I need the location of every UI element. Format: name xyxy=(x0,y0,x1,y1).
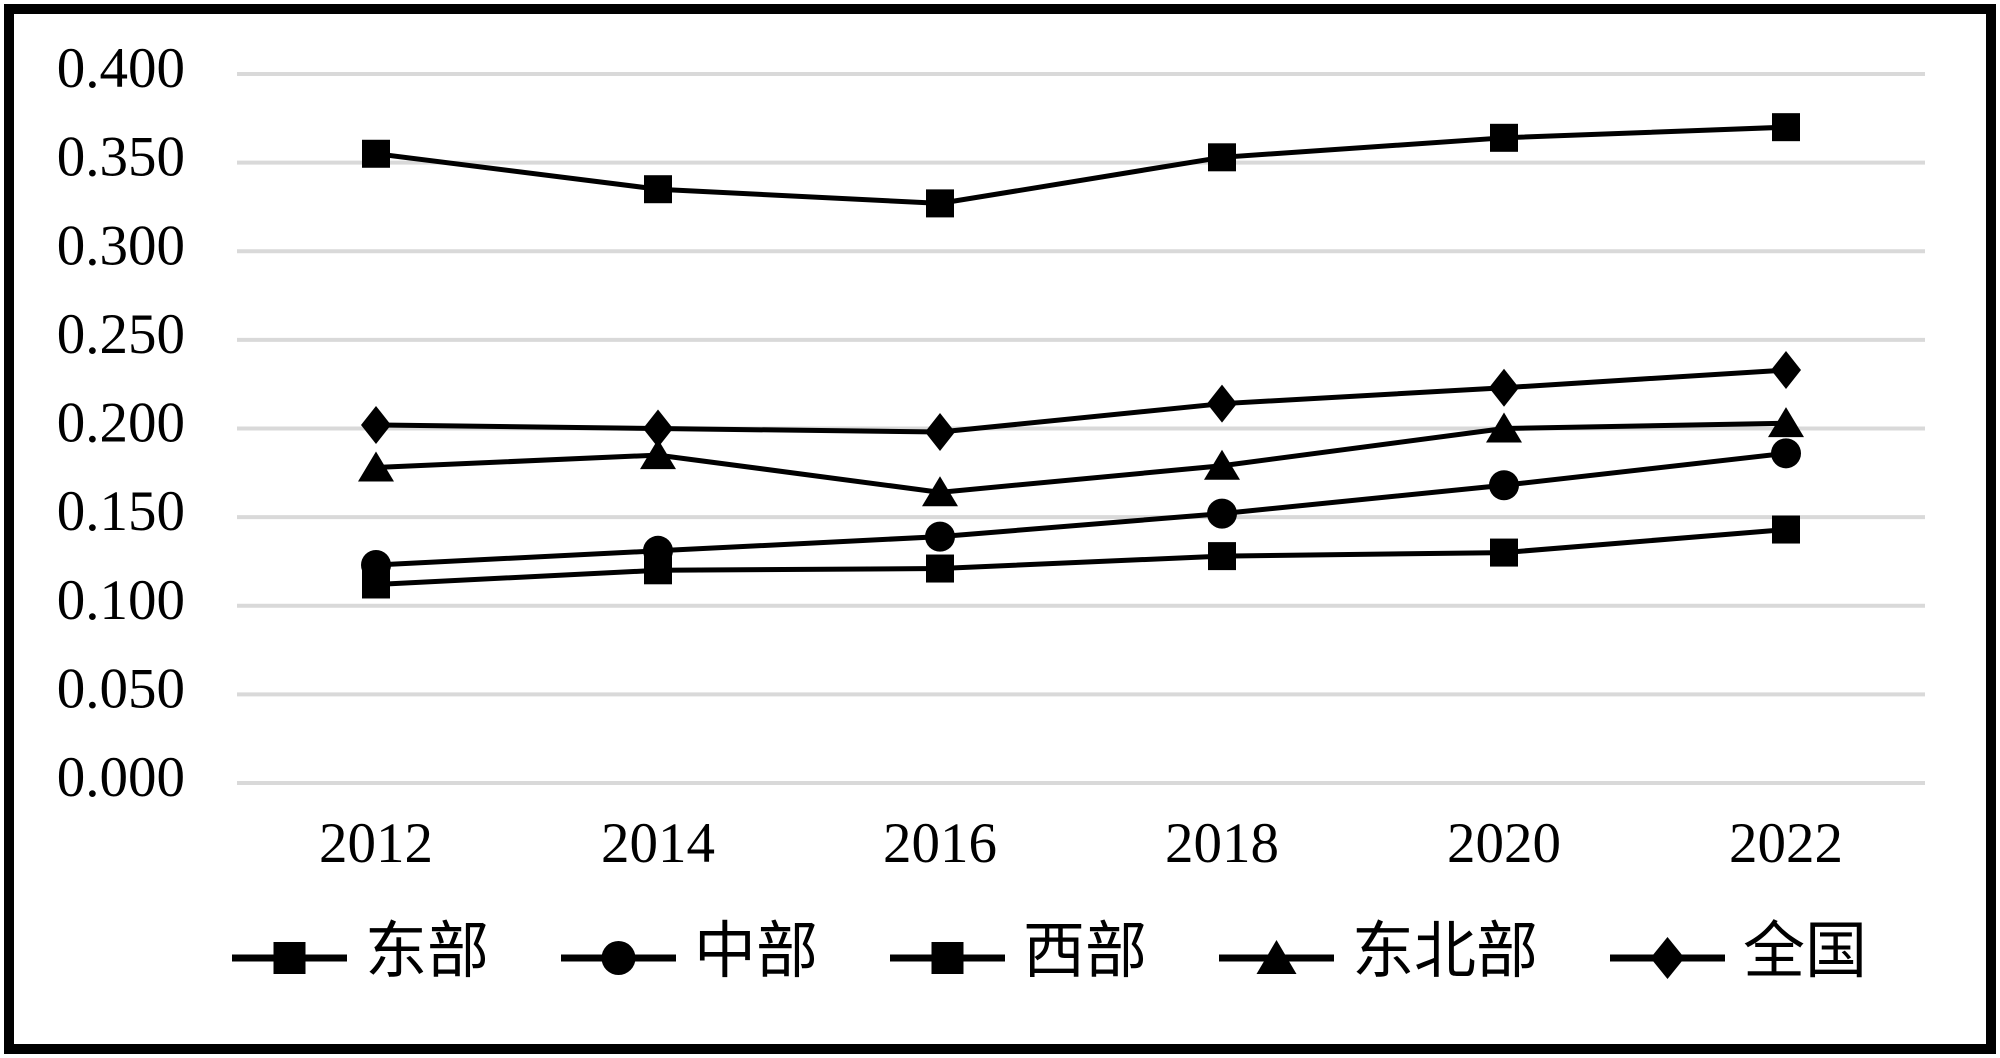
legend-item: 中部 xyxy=(561,918,818,986)
y-axis-tick-label: 0.150 xyxy=(57,480,185,543)
data-point-marker xyxy=(362,139,390,168)
series-line xyxy=(375,124,1787,206)
y-axis-tick-label: 0.250 xyxy=(57,303,185,366)
x-axis-tick-label: 2012 xyxy=(319,812,433,875)
series-line xyxy=(375,450,1787,568)
legend-label: 东北部 xyxy=(1352,918,1538,986)
legend-item: 全国 xyxy=(1610,918,1867,986)
series-0 xyxy=(362,113,1800,218)
legend-square-icon xyxy=(273,942,306,974)
data-point-marker xyxy=(1208,143,1236,172)
y-axis-tick-label: 0.100 xyxy=(57,569,185,632)
x-axis-tick-label: 2018 xyxy=(1165,812,1279,875)
y-axis-tick-label: 0.050 xyxy=(57,657,185,720)
x-axis-tick-label: 2014 xyxy=(601,812,715,875)
legend-item: 东北部 xyxy=(1219,918,1538,986)
data-point-marker xyxy=(1489,368,1519,407)
legend-square-icon xyxy=(931,942,964,974)
legend-label: 东部 xyxy=(365,918,489,986)
data-point-marker xyxy=(643,409,673,448)
data-point-marker xyxy=(922,476,958,507)
data-point-marker xyxy=(361,405,391,444)
series-2 xyxy=(362,515,1800,599)
data-point-marker xyxy=(1772,113,1800,142)
x-axis-tick-label: 2020 xyxy=(1447,812,1561,875)
data-point-marker xyxy=(926,189,954,218)
series-3 xyxy=(358,407,1804,507)
data-point-marker xyxy=(1772,515,1800,544)
data-point-marker xyxy=(1204,449,1240,480)
data-point-marker xyxy=(362,570,390,599)
data-point-marker xyxy=(1768,407,1804,438)
legend-label: 中部 xyxy=(694,918,818,986)
legend-circle-icon xyxy=(601,941,636,975)
data-point-marker xyxy=(1771,438,1801,469)
data-point-marker xyxy=(1486,412,1522,443)
legend-label: 西部 xyxy=(1023,918,1147,986)
x-axis-tick-label: 2022 xyxy=(1729,812,1843,875)
data-point-marker xyxy=(644,175,672,204)
data-point-marker xyxy=(925,521,955,552)
data-point-marker xyxy=(1490,123,1518,152)
data-point-marker xyxy=(1208,542,1236,571)
series-line xyxy=(375,420,1787,495)
data-point-marker xyxy=(1207,498,1237,529)
y-axis-tick-label: 0.000 xyxy=(57,746,185,809)
series-line xyxy=(375,367,1787,435)
y-axis-tick-label: 0.200 xyxy=(57,392,185,455)
series-4 xyxy=(361,351,1801,452)
data-point-marker xyxy=(1207,384,1237,423)
x-axis-tick-label: 2016 xyxy=(883,812,997,875)
legend-label: 全国 xyxy=(1743,918,1867,986)
legend-diamond-icon xyxy=(1650,937,1685,979)
chart-border xyxy=(4,4,1996,1054)
data-point-marker xyxy=(926,554,954,583)
y-axis-tick-label: 0.350 xyxy=(57,126,185,189)
data-point-marker xyxy=(925,413,955,452)
data-point-marker xyxy=(1489,470,1519,501)
y-axis-tick-label: 0.300 xyxy=(57,214,185,277)
series-line xyxy=(375,527,1787,587)
data-point-marker xyxy=(1490,538,1518,567)
legend-item: 东部 xyxy=(232,918,489,986)
legend-item: 西部 xyxy=(890,918,1147,986)
data-point-marker xyxy=(644,556,672,585)
data-point-marker xyxy=(358,451,394,482)
data-point-marker xyxy=(1771,351,1801,390)
data-point-marker xyxy=(640,439,676,470)
legend-triangle-icon xyxy=(1256,940,1297,974)
y-axis-tick-label: 0.400 xyxy=(57,37,185,100)
